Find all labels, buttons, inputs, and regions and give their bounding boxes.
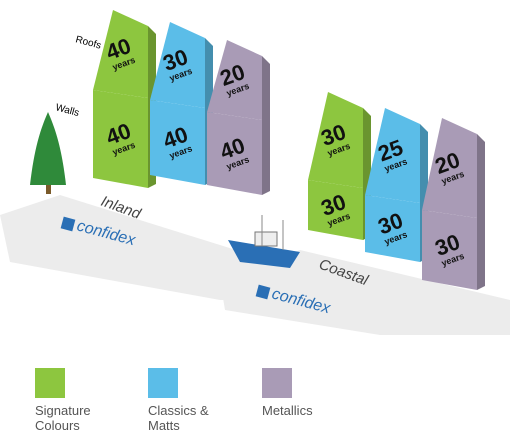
roof-panel xyxy=(422,118,477,218)
legend-swatch xyxy=(262,368,292,398)
column-side xyxy=(262,56,270,195)
legend-swatch xyxy=(148,368,178,398)
roof-panel xyxy=(150,22,205,108)
tree xyxy=(30,112,66,194)
legend-swatch xyxy=(35,368,65,398)
wall-panel xyxy=(308,180,363,240)
legend-label: Classics & Matts xyxy=(148,403,209,433)
ground-coastal xyxy=(220,250,510,335)
wall-panel xyxy=(93,90,148,188)
wall-panel xyxy=(150,100,205,185)
walls-label: Walls xyxy=(54,102,80,119)
wall-panel xyxy=(422,210,477,290)
wall-panel xyxy=(365,195,420,262)
wall-panel xyxy=(207,112,262,195)
boat xyxy=(228,215,300,268)
ground-inland xyxy=(0,195,300,300)
roof-panel xyxy=(365,108,420,203)
roof-panel xyxy=(207,40,262,120)
legend-label: Metallics xyxy=(262,403,313,418)
column-side xyxy=(477,134,485,290)
legend-label: Signature Colours xyxy=(35,403,91,433)
roof-panel xyxy=(308,92,363,188)
roof-panel xyxy=(93,10,148,98)
roofs-label: Roofs xyxy=(74,34,102,51)
